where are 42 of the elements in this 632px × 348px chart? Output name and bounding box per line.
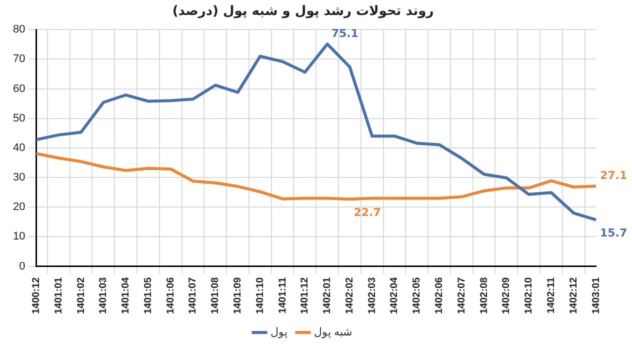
x-tick-label: 1400:12 [30, 276, 42, 314]
y-tick-label: 80 [12, 24, 26, 36]
data-label: 27.1 [600, 168, 628, 182]
x-tick-label: 1402:07 [456, 276, 468, 314]
chart-title: روند تحولات رشد پول و شبه پول (درصد) [172, 4, 434, 20]
y-tick-label: 20 [12, 201, 26, 214]
x-tick-label: 1401:11 [277, 276, 288, 314]
x-tick-label: 1402:09 [501, 276, 512, 314]
y-tick-label: 0 [19, 260, 26, 272]
x-tick-label: 1401:03 [98, 276, 110, 314]
x-tick-label: 1402:03 [366, 276, 378, 314]
x-tick-label: 1401:04 [120, 276, 132, 314]
y-tick-label: 10 [12, 230, 26, 243]
x-tick-label: 1401:01 [53, 276, 64, 314]
x-tick-label: 1403:01 [590, 276, 602, 314]
y-tick-label: 30 [12, 172, 26, 184]
x-tick-label: 1402:04 [389, 276, 400, 314]
x-tick-label: 1402:01 [322, 276, 334, 314]
x-tick-label: 1401:10 [254, 276, 266, 314]
x-tick-label: 1401:07 [188, 276, 199, 314]
x-tick-label: 1402:11 [546, 276, 557, 314]
x-tick-label: 1401:09 [232, 276, 244, 314]
y-tick-label: 60 [12, 82, 26, 95]
x-tick-label: 1402:12 [568, 276, 580, 314]
x-tick-label: 1401:06 [165, 276, 176, 314]
data-label: 22.7 [354, 206, 381, 219]
x-tick-label: 1401:02 [76, 276, 87, 314]
x-tick-label: 1402:02 [344, 276, 356, 314]
x-tick-label: 1402:10 [524, 276, 535, 314]
data-label: 15.7 [600, 226, 628, 240]
x-tick-label: 1401:12 [300, 276, 311, 314]
y-tick-label: 70 [12, 53, 26, 66]
x-tick-label: 1402:06 [434, 276, 446, 314]
data-label: 75.1 [331, 26, 358, 40]
x-tick-label: 1401:08 [210, 276, 222, 314]
legend-label: شبه پول [314, 326, 352, 339]
legend-label: پول [270, 326, 288, 339]
y-tick-label: 40 [12, 142, 26, 154]
x-tick-label: 1402:05 [412, 276, 423, 314]
x-tick-label: 1401:05 [142, 276, 154, 314]
x-tick-label: 1402:08 [478, 276, 490, 314]
y-tick-label: 50 [12, 112, 26, 124]
